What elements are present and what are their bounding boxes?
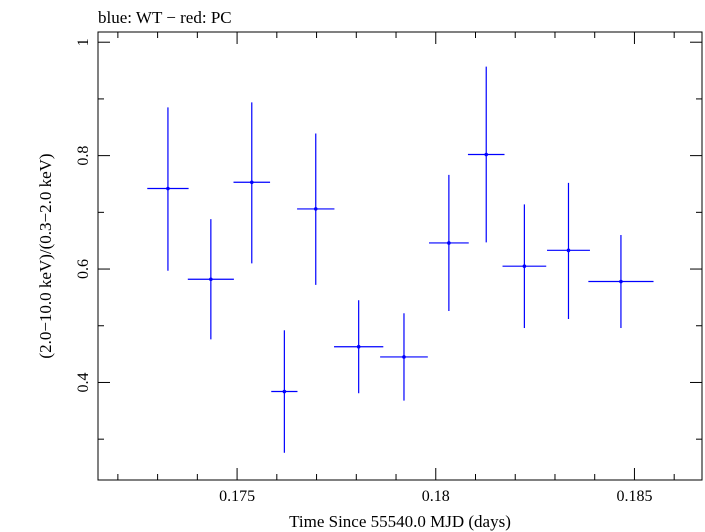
point-marker (566, 248, 571, 253)
x-tick-label: 0.185 (616, 488, 652, 505)
point-marker (356, 344, 361, 349)
y-tick-label: 0.4 (75, 372, 92, 392)
data-point (233, 102, 271, 264)
x-tick-label: 0.18 (422, 488, 450, 505)
y-tick-label: 0.8 (75, 146, 92, 166)
point-marker (249, 180, 254, 185)
data-point (147, 107, 189, 271)
chart-title: blue: WT − red: PC (98, 8, 232, 27)
data-point (187, 219, 234, 340)
data-point (547, 182, 590, 319)
point-marker (619, 279, 623, 284)
data-point (271, 330, 298, 453)
point-marker (166, 186, 170, 191)
data-point (588, 235, 654, 329)
data-point (429, 174, 469, 312)
data-point (297, 133, 335, 285)
y-tick-label: 1 (75, 38, 92, 46)
data-series (147, 66, 654, 453)
x-axis-label: Time Since 55540.0 MJD (days) (289, 512, 511, 531)
point-marker (402, 355, 406, 359)
point-marker (313, 207, 318, 211)
axis-tick-labels: 0.175 0.18 0.185 0.4 0.6 0.8 1 (75, 38, 652, 505)
y-axis-label: (2.0−10.0 keV)/(0.3−2.0 keV) (36, 153, 55, 358)
point-marker (522, 264, 527, 269)
data-point (467, 66, 505, 243)
plot-frame (97, 31, 703, 481)
point-marker (282, 389, 287, 394)
point-marker (209, 277, 213, 282)
data-point (380, 313, 428, 401)
data-point (334, 300, 384, 394)
y-tick-label: 0.6 (75, 259, 92, 279)
point-marker (447, 241, 451, 245)
point-marker (484, 152, 489, 157)
data-point (502, 204, 547, 329)
x-tick-label: 0.175 (219, 488, 255, 505)
axis-ticks (98, 32, 702, 480)
